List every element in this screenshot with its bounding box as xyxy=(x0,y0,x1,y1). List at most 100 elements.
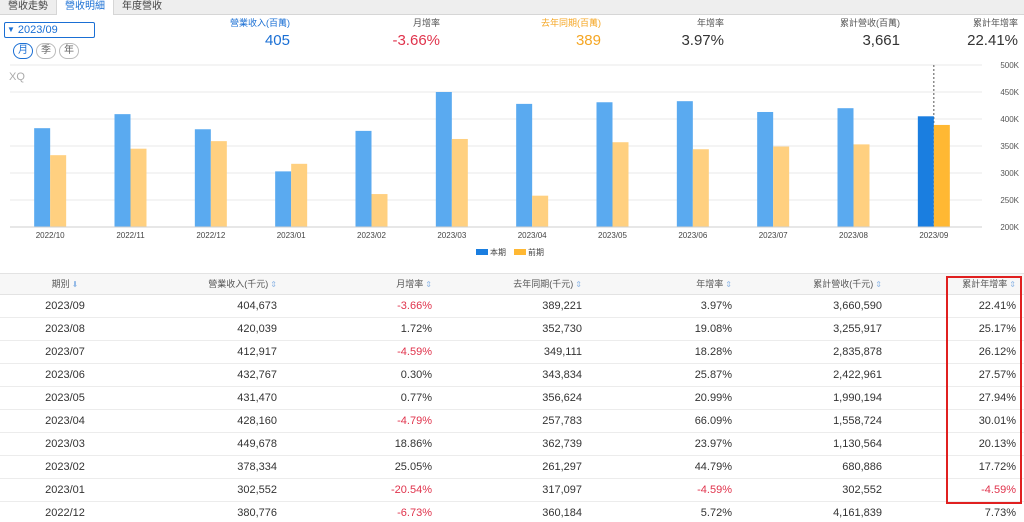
table-row[interactable]: 2023/01 302,552 -20.54% 317,097 -4.59% 302,55… xyxy=(0,479,1024,502)
table-cell: 261,297 xyxy=(542,461,582,473)
table-cell: 680,886 xyxy=(842,461,882,473)
column-header-1[interactable]: 營業收入(千元) ⇕ xyxy=(130,274,285,294)
tab-1[interactable]: 營收明細 xyxy=(56,0,114,15)
table-cell: 2023/02 xyxy=(45,461,85,473)
table-row[interactable]: 2023/03 449,678 18.86% 362,739 23.97% 1,130,5… xyxy=(0,433,1024,456)
legend-label-1: 前期 xyxy=(528,247,544,257)
table-cell: 1.72% xyxy=(400,323,432,335)
period-toggle-0[interactable]: 月 xyxy=(13,43,33,59)
tab-2[interactable]: 年度營收 xyxy=(122,1,162,12)
column-header-6[interactable]: 累計年增率 ⇕ xyxy=(890,274,1024,294)
bar-current-2023/01[interactable] xyxy=(275,171,292,227)
column-header-5[interactable]: 累計營收(千元) ⇕ xyxy=(740,274,890,294)
table-cell: 2023/08 xyxy=(45,323,85,335)
bar-previous-2022/10[interactable] xyxy=(50,155,67,227)
legend-swatch-0 xyxy=(476,249,488,255)
table-row[interactable]: 2023/02 378,334 25.05% 261,297 44.79% 680,886… xyxy=(0,456,1024,479)
table-cell: 18.86% xyxy=(394,438,432,450)
sort-icon: ⇕ xyxy=(270,280,277,289)
column-header-label: 累計年增率 xyxy=(962,279,1008,289)
table-cell: 2023/01 xyxy=(45,484,85,496)
sort-icon: ⇕ xyxy=(425,280,432,289)
table-row[interactable]: 2023/04 428,160 -4.79% 257,783 66.09% 1,558,7… xyxy=(0,410,1024,433)
column-header-3[interactable]: 去年同期(千元) ⇕ xyxy=(440,274,590,294)
table-cell: 360,184 xyxy=(542,507,582,519)
column-header-label: 去年同期(千元) xyxy=(513,279,574,289)
table-row[interactable]: 2023/06 432,767 0.30% 343,834 25.87% 2,422,96… xyxy=(0,364,1024,387)
bar-current-2023/08[interactable] xyxy=(837,108,854,227)
chart-watermark: XQ xyxy=(9,71,25,83)
bar-current-2023/06[interactable] xyxy=(676,101,693,227)
bar-previous-2023/02[interactable] xyxy=(371,194,388,227)
table-cell: 7.73% xyxy=(984,507,1016,519)
bar-previous-2023/04[interactable] xyxy=(532,195,549,227)
bar-current-2022/11[interactable] xyxy=(114,114,131,227)
tab-bar: 營收走勢 營收明細 年度營收 xyxy=(0,0,1024,15)
column-header-label: 營業收入(千元) xyxy=(208,279,269,289)
y-tick-label: 450K xyxy=(1000,88,1019,97)
bar-current-2022/10[interactable] xyxy=(34,128,51,227)
revenue-chart-svg: 200K 250K 300K 350K 400K 450K 500K XQ 2022/10 202… xyxy=(9,62,1020,257)
bar-previous-2023/03[interactable] xyxy=(451,138,468,227)
sort-icon: ⇕ xyxy=(1009,280,1016,289)
x-tick-label: 2023/02 xyxy=(357,231,386,240)
table-cell: 20.99% xyxy=(694,392,732,404)
tab-0[interactable]: 營收走勢 xyxy=(8,1,48,12)
column-header-label: 年增率 xyxy=(696,279,724,289)
x-tick-label: 2022/10 xyxy=(36,231,65,240)
table-cell: -4.59% xyxy=(981,484,1016,496)
bar-previous-2023/07[interactable] xyxy=(773,146,790,227)
bar-current-2023/02[interactable] xyxy=(355,130,372,227)
period-toggle-1[interactable]: 季 xyxy=(36,43,56,59)
bar-current-2022/12[interactable] xyxy=(194,129,211,227)
table-cell: 389,221 xyxy=(542,300,582,312)
bar-current-2023/07[interactable] xyxy=(757,111,774,227)
bar-previous-2023/05[interactable] xyxy=(612,142,629,227)
period-toggle-2[interactable]: 年 xyxy=(59,43,79,59)
table-row[interactable]: 2023/05 431,470 0.77% 356,624 20.99% 1,990,19… xyxy=(0,387,1024,410)
table-cell: -20.54% xyxy=(391,484,432,496)
x-tick-label: 2023/03 xyxy=(437,231,466,240)
legend-label-0: 本期 xyxy=(490,247,506,257)
stat-label: 累計營收(百萬) xyxy=(840,18,900,28)
table-cell: 23.97% xyxy=(694,438,732,450)
bar-current-2023/03[interactable] xyxy=(435,92,452,227)
stat-5: 累計年增率 22.41% xyxy=(967,16,1018,49)
bar-previous-2022/11[interactable] xyxy=(130,148,147,227)
table-cell: 356,624 xyxy=(542,392,582,404)
table-cell: -4.59% xyxy=(697,484,732,496)
table-cell: 432,767 xyxy=(237,369,277,381)
x-tick-label: 2023/04 xyxy=(518,231,547,240)
period-select[interactable]: ▼ 2023/09 xyxy=(4,22,95,38)
table-row[interactable]: 2023/09 404,673 -3.66% 389,221 3.97% 3,660,59… xyxy=(0,295,1024,318)
table-cell: 27.57% xyxy=(978,369,1016,381)
table-cell: 22.41% xyxy=(978,300,1016,312)
table-row[interactable]: 2022/12 380,776 -6.73% 360,184 5.72% 4,161,83… xyxy=(0,502,1024,522)
column-header-4[interactable]: 年增率 ⇕ xyxy=(590,274,740,294)
stat-3: 年增率 3.97% xyxy=(681,16,724,49)
column-header-0[interactable]: 期別 ⬇ xyxy=(0,274,130,294)
table-cell: 2022/12 xyxy=(45,507,85,519)
y-tick-label: 300K xyxy=(1000,169,1019,178)
column-header-2[interactable]: 月增率 ⇕ xyxy=(285,274,440,294)
table-cell: 2023/05 xyxy=(45,392,85,404)
table-cell: 431,470 xyxy=(237,392,277,404)
bar-previous-2023/09[interactable] xyxy=(933,124,950,227)
bar-current-2023/09[interactable] xyxy=(917,116,934,227)
bar-previous-2023/06[interactable] xyxy=(692,149,709,227)
table-cell: 2,422,961 xyxy=(833,369,882,381)
bar-previous-2022/12[interactable] xyxy=(210,141,227,227)
stat-label: 年增率 xyxy=(696,18,724,28)
table-cell: 412,917 xyxy=(237,346,277,358)
table-cell: 257,783 xyxy=(542,415,582,427)
bar-current-2023/04[interactable] xyxy=(516,103,533,227)
table-row[interactable]: 2023/08 420,039 1.72% 352,730 19.08% 3,255,91… xyxy=(0,318,1024,341)
table-row[interactable]: 2023/07 412,917 -4.59% 349,111 18.28% 2,835,8… xyxy=(0,341,1024,364)
y-tick-label: 350K xyxy=(1000,142,1019,151)
bar-previous-2023/08[interactable] xyxy=(853,144,870,227)
table-cell: 352,730 xyxy=(542,323,582,335)
table-cell: -3.66% xyxy=(397,300,432,312)
x-tick-label: 2023/08 xyxy=(839,231,868,240)
bar-current-2023/05[interactable] xyxy=(596,102,613,227)
bar-previous-2023/01[interactable] xyxy=(291,163,308,227)
